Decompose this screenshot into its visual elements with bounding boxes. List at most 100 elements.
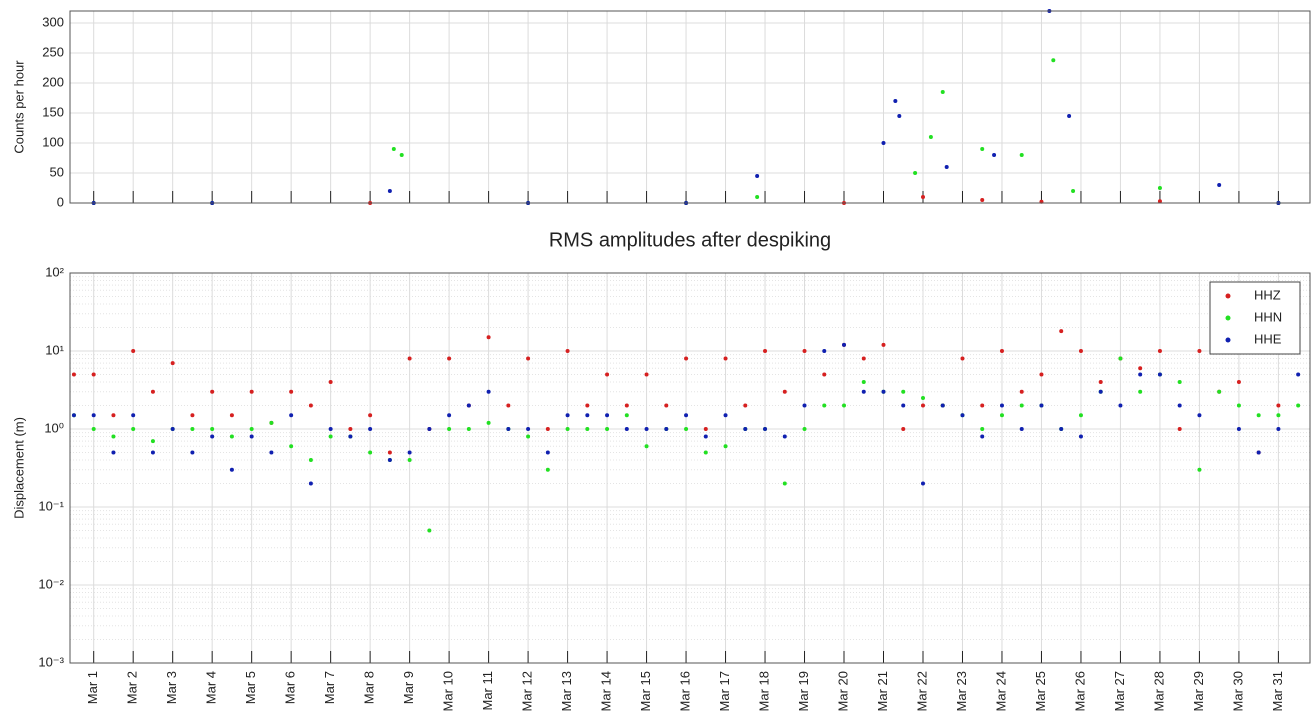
data-point [399, 153, 404, 157]
data-point [111, 434, 116, 439]
data-point [913, 171, 918, 175]
data-point [1019, 403, 1024, 408]
x-tick-label: Mar 5 [243, 671, 258, 704]
y-tick-label: 10⁻³ [38, 654, 64, 669]
plot-area [70, 273, 1310, 663]
data-point [1276, 413, 1281, 418]
data-point [999, 349, 1004, 353]
data-point [427, 528, 432, 533]
data-point [210, 389, 215, 394]
data-point [229, 434, 234, 439]
data-point [91, 413, 96, 418]
x-tick-label: Mar 24 [993, 671, 1008, 711]
data-point [249, 427, 254, 431]
data-point [289, 413, 294, 418]
data-point [822, 403, 827, 408]
x-tick-label: Mar 19 [796, 671, 811, 711]
data-point [447, 413, 452, 418]
chart-title: RMS amplitudes after despiking [549, 229, 831, 251]
data-point [585, 413, 590, 418]
data-point [944, 165, 949, 169]
data-point [1039, 372, 1044, 377]
data-point [960, 413, 965, 418]
data-point [684, 427, 689, 431]
data-point [822, 349, 827, 353]
data-point [644, 372, 649, 377]
data-point [802, 427, 807, 431]
data-point [782, 389, 787, 394]
data-point [999, 413, 1004, 418]
data-point [190, 450, 195, 455]
data-point [1059, 329, 1064, 334]
data-point [190, 427, 195, 431]
data-point [308, 481, 313, 486]
data-point [249, 389, 254, 394]
data-point [1067, 114, 1072, 118]
data-point [960, 356, 965, 361]
x-tick-label: Mar 25 [1033, 671, 1048, 711]
data-point [506, 403, 511, 408]
data-point [1197, 467, 1202, 472]
x-tick-label: Mar 1 [85, 671, 100, 704]
data-point [91, 427, 96, 431]
data-point [368, 413, 373, 418]
data-point [664, 403, 669, 408]
data-point [131, 427, 136, 431]
data-point [368, 450, 373, 455]
data-point [1276, 427, 1281, 431]
legend-box [1209, 281, 1301, 355]
data-point [447, 356, 452, 361]
y-axis-label: Displacement (m) [11, 417, 26, 519]
x-tick-label: Mar 23 [954, 671, 969, 711]
data-point [545, 467, 550, 472]
data-point [328, 427, 333, 431]
axes-frame [69, 272, 1311, 664]
data-point [111, 450, 116, 455]
data-point [387, 458, 392, 463]
data-point [992, 153, 997, 157]
data-point [1236, 380, 1241, 385]
data-point [391, 147, 396, 151]
data-point [328, 434, 333, 439]
data-point [545, 450, 550, 455]
data-point [348, 427, 353, 431]
y-axis-label: Counts per hour [11, 60, 26, 154]
x-tick-label: Mar 28 [1151, 671, 1166, 711]
data-point [1138, 389, 1143, 394]
data-point [1157, 199, 1162, 204]
x-tick-label: Mar 20 [835, 671, 850, 711]
legend-marker [1225, 315, 1231, 321]
x-tick-label: Mar 18 [756, 671, 771, 711]
data-point [111, 413, 116, 418]
x-tick-label: Mar 13 [559, 671, 574, 711]
data-point [893, 99, 898, 103]
data-point [901, 389, 906, 394]
data-point [170, 427, 175, 431]
data-point [802, 349, 807, 353]
data-point [269, 420, 274, 425]
data-point [368, 427, 373, 431]
data-point [861, 389, 866, 394]
data-point [605, 372, 610, 377]
data-point [1118, 403, 1123, 408]
data-point [71, 372, 76, 377]
data-point [980, 198, 985, 202]
data-point [1256, 450, 1261, 455]
x-tick-label: Mar 11 [480, 671, 495, 711]
data-point [999, 403, 1004, 408]
data-point [190, 413, 195, 418]
y-tick-label: 10⁻¹ [38, 498, 64, 513]
data-point [920, 481, 925, 486]
data-point [585, 427, 590, 431]
data-point [150, 439, 155, 444]
data-point [1138, 372, 1143, 377]
data-point [940, 403, 945, 408]
data-point [210, 434, 215, 439]
data-point [605, 427, 610, 431]
y-tick-label: 300 [42, 14, 64, 29]
y-tick-label: 150 [42, 104, 64, 119]
data-point [897, 114, 902, 118]
data-point [150, 389, 155, 394]
data-point [1197, 349, 1202, 353]
data-point [131, 413, 136, 418]
